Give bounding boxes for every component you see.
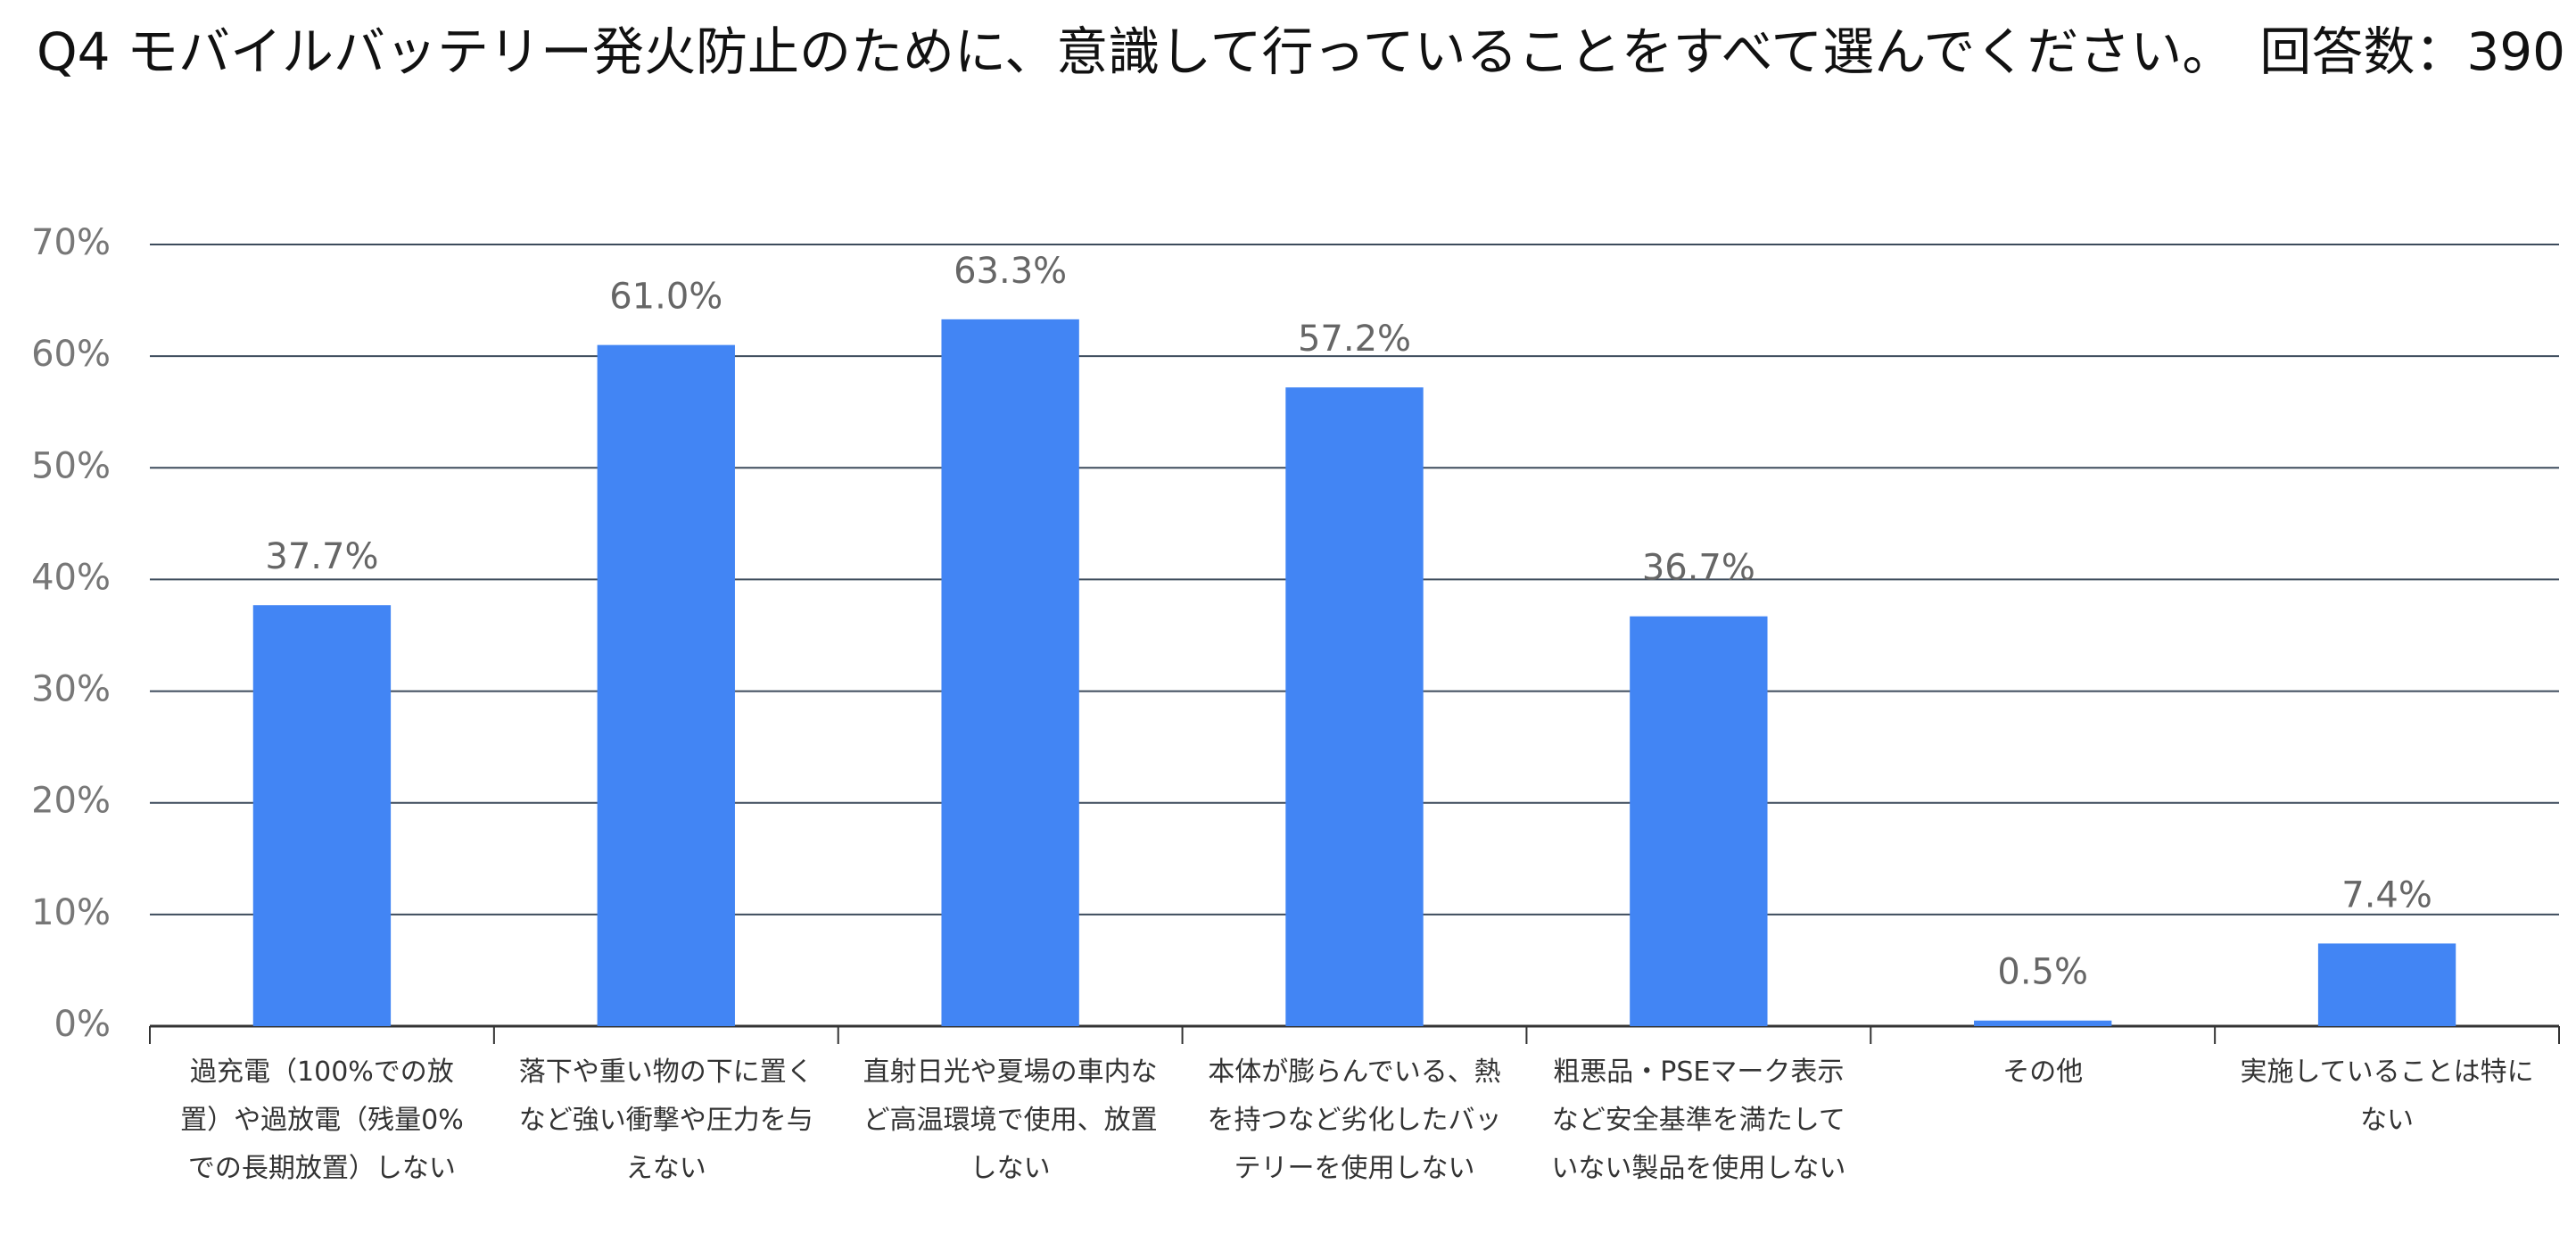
x-tick-label: 落下や重い物の下に置くなど強い衝撃や圧力を与えない	[518, 1056, 813, 1184]
y-tick-label: 70%	[31, 222, 111, 263]
bar	[597, 344, 735, 1027]
bar	[2317, 943, 2456, 1026]
value-label: 36.7%	[1642, 548, 1755, 589]
y-tick-label: 0%	[54, 1004, 111, 1045]
y-tick-label: 20%	[31, 781, 111, 822]
y-tick-label: 60%	[31, 334, 111, 375]
x-tick-label: 粗悪品・PSEマーク表示など安全基準を満たしていない製品を使用しない	[1551, 1056, 1846, 1184]
x-tick-label: その他	[2002, 1056, 2084, 1088]
bar	[1630, 616, 1768, 1026]
value-label: 57.2%	[1298, 319, 1411, 360]
y-tick-label: 30%	[31, 669, 111, 710]
bar	[252, 605, 392, 1026]
bar	[1285, 387, 1424, 1026]
value-label: 63.3%	[954, 251, 1067, 292]
x-tick-label: 直射日光や夏場の車内など高温環境で使用、放置しない	[863, 1056, 1158, 1184]
value-label: 61.0%	[609, 277, 722, 318]
y-tick-label: 50%	[31, 445, 111, 486]
y-tick-label: 40%	[31, 557, 111, 598]
value-label: 0.5%	[1997, 952, 2088, 993]
y-tick-label: 10%	[31, 892, 111, 933]
chart-title: Q4 モバイルバッテリー発火防止のために、意識して行っていることをすべて選んでく…	[37, 21, 2565, 82]
bar	[941, 319, 1079, 1026]
x-tick-label: 過充電（100%での放置）や過放電（残量0%での長期放置）しない	[180, 1056, 464, 1184]
bar	[1974, 1020, 2112, 1026]
value-label: 37.7%	[265, 536, 378, 577]
x-tick-label: 実施していることは特にない	[2240, 1056, 2534, 1136]
value-label: 7.4%	[2341, 874, 2432, 915]
x-tick-label: 本体が膨らんでいる、熱を持つなど劣化したバッテリーを使用しない	[1207, 1056, 1502, 1184]
